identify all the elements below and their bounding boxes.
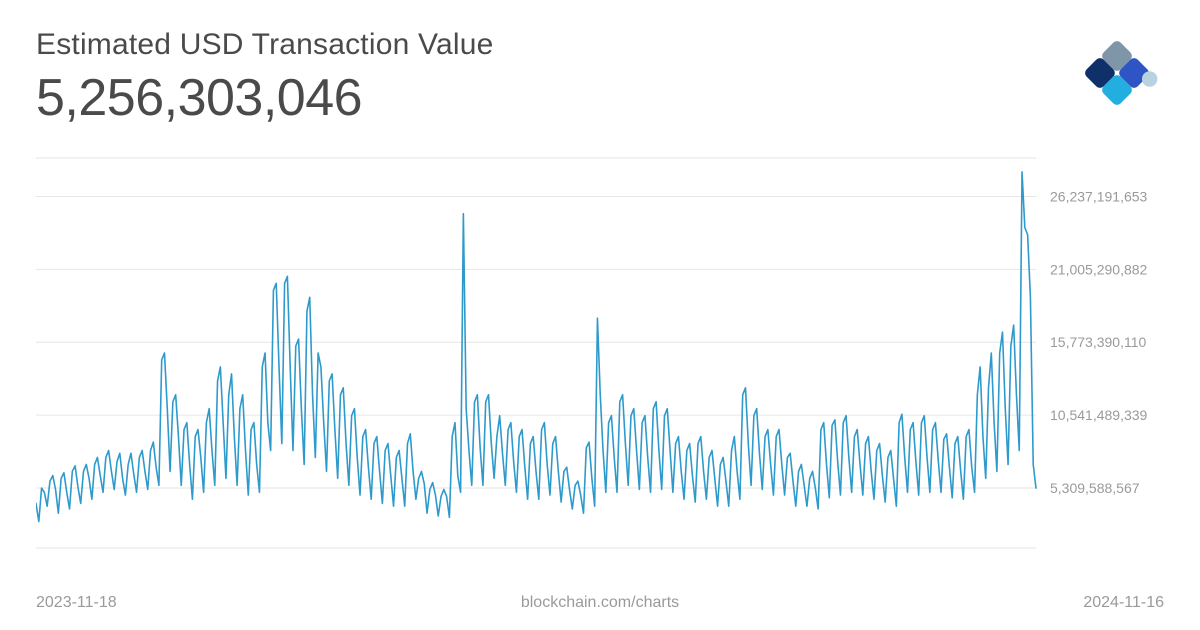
header: Estimated USD Transaction Value 5,256,30… <box>36 28 1164 128</box>
source-label: blockchain.com/charts <box>521 594 679 612</box>
y-tick-labels: 5,309,588,567 10,541,489,339 15,773,390,11… <box>1050 188 1148 495</box>
line-chart: 5,309,588,567 10,541,489,339 15,773,390,11… <box>36 150 1164 570</box>
logo-accent <box>1142 71 1157 86</box>
chart-area: 5,309,588,567 10,541,489,339 15,773,390,11… <box>36 150 1164 570</box>
footer: 2023-11-18 blockchain.com/charts 2024-11… <box>36 594 1164 612</box>
x-start-date: 2023-11-18 <box>36 594 117 612</box>
series-line <box>36 172 1036 522</box>
chart-card: Estimated USD Transaction Value 5,256,30… <box>0 0 1200 630</box>
y-tick-label: 26,237,191,653 <box>1050 188 1148 204</box>
title-block: Estimated USD Transaction Value 5,256,30… <box>36 28 494 128</box>
y-tick-label: 10,541,489,339 <box>1050 407 1148 423</box>
chart-current-value: 5,256,303,046 <box>36 68 494 128</box>
chart-title: Estimated USD Transaction Value <box>36 28 494 62</box>
x-end-date: 2024-11-16 <box>1083 594 1164 612</box>
blockchain-logo-icon <box>1074 30 1160 116</box>
y-tick-label: 15,773,390,110 <box>1050 334 1146 350</box>
y-tick-label: 21,005,290,882 <box>1050 261 1148 277</box>
y-tick-label: 5,309,588,567 <box>1050 480 1140 496</box>
